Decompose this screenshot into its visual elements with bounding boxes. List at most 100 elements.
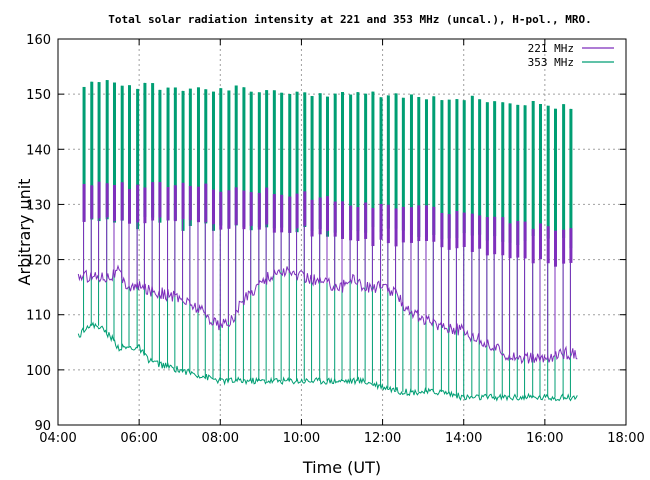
spike-top	[470, 213, 474, 252]
spike-top	[424, 205, 428, 241]
y-tick-label: 100	[26, 364, 51, 379]
spike-top	[288, 93, 292, 233]
spike-top	[204, 183, 208, 223]
spike-top	[295, 91, 299, 233]
y-axis-label: Arbitrary unit	[15, 179, 34, 286]
spike-top	[280, 194, 284, 233]
spike-top	[82, 86, 86, 222]
spike-top	[371, 91, 375, 227]
spike-top	[356, 92, 360, 232]
spike-top	[97, 181, 101, 219]
spike-top	[196, 87, 200, 221]
spike-top	[288, 196, 292, 233]
spike-top	[249, 91, 253, 231]
spike-top	[562, 104, 566, 238]
spike-top	[272, 194, 276, 233]
x-tick-label: 14:00	[445, 431, 482, 446]
spike-top	[242, 190, 246, 230]
spike-top	[219, 191, 223, 230]
spike-top	[349, 205, 353, 241]
spike-top	[188, 88, 192, 226]
spike-top	[531, 228, 535, 264]
spike-top	[105, 80, 109, 220]
spike-top	[112, 82, 116, 223]
spike-top	[409, 207, 413, 243]
spike-top	[417, 97, 421, 237]
spike-top	[204, 89, 208, 224]
spike-top	[143, 82, 147, 217]
spike-top	[257, 192, 261, 230]
spike-top	[440, 212, 444, 248]
spike-top	[485, 102, 489, 241]
spike-top	[538, 223, 542, 260]
x-axis-label: Time (UT)	[302, 458, 381, 477]
spike-top	[379, 204, 383, 240]
spike-top	[569, 108, 573, 249]
spike-top	[401, 206, 405, 243]
spike-top	[508, 223, 512, 259]
spike-top	[341, 92, 344, 227]
spike-top	[371, 207, 375, 247]
spike-top	[485, 217, 489, 256]
spike-top	[364, 202, 368, 239]
spike-top	[333, 93, 337, 233]
spike-top	[447, 214, 451, 250]
spike-top	[120, 182, 124, 221]
spike-top	[90, 81, 94, 220]
y-tick-label: 150	[26, 88, 51, 103]
spike-top	[211, 91, 215, 231]
spike-top	[554, 230, 557, 267]
spike-top	[356, 207, 360, 241]
spike-top	[462, 100, 466, 234]
y-tick-label: 90	[34, 419, 51, 434]
spike-top	[310, 96, 314, 231]
spike-top	[151, 83, 155, 218]
spike-top	[227, 190, 231, 229]
x-tick-label: 10:00	[283, 431, 320, 446]
chart-title: Total solar radiation intensity at 221 a…	[108, 13, 591, 26]
y-tick-label: 160	[26, 33, 51, 48]
legend-label-353: 353 MHz	[528, 56, 574, 69]
x-tick-label: 08:00	[202, 431, 239, 446]
spike-top	[272, 90, 276, 229]
spike-top	[112, 185, 116, 222]
legend: 221 MHz 353 MHz	[528, 42, 614, 69]
spike-top	[310, 199, 314, 237]
spike-top	[546, 226, 550, 264]
spike-top	[120, 85, 124, 221]
spike-top	[234, 85, 238, 226]
spike-top	[341, 201, 344, 239]
spike-top	[143, 187, 147, 224]
spike-top	[181, 90, 185, 231]
spike-top	[493, 216, 497, 255]
spike-top	[136, 184, 140, 223]
spike-top	[516, 221, 520, 258]
y-tick-label: 110	[26, 309, 51, 324]
spike-top	[409, 94, 413, 235]
spike-top	[417, 205, 421, 242]
spike-top	[158, 182, 162, 218]
spike-top	[333, 201, 337, 237]
spike-top	[386, 95, 390, 229]
spike-top	[523, 221, 527, 259]
spike-top	[234, 187, 238, 225]
spike-top	[325, 196, 329, 232]
spike-top	[128, 189, 131, 224]
spike-top	[394, 93, 398, 229]
spike-top	[554, 108, 557, 246]
spike-top	[447, 99, 451, 239]
spike-top	[432, 96, 436, 235]
spike-top	[440, 100, 444, 240]
y-tick-label: 120	[26, 254, 51, 269]
spike-top	[173, 185, 177, 222]
spike-top	[303, 92, 307, 227]
spike-top	[136, 88, 140, 230]
y-tick-label: 130	[26, 198, 51, 213]
spike-top	[249, 192, 253, 226]
plot-frame	[57, 38, 627, 426]
legend-label-221: 221 MHz	[528, 42, 574, 55]
spike-top	[265, 90, 269, 228]
x-tick-label: 04:00	[39, 431, 76, 446]
spike-top	[508, 103, 512, 243]
